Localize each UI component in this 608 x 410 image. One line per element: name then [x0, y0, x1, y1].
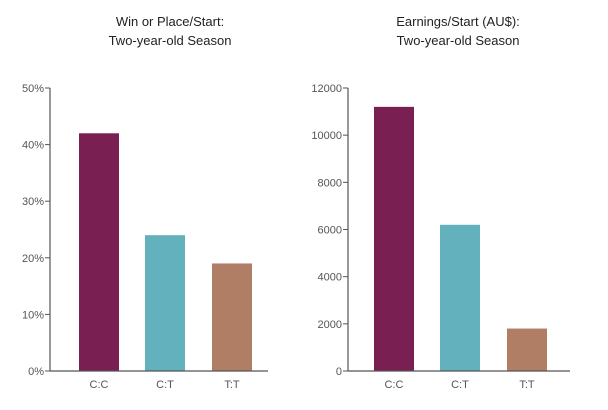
chart-title-line-1: Win or Place/Start:	[116, 14, 224, 29]
bars	[79, 133, 252, 371]
bar-c-c	[374, 106, 414, 371]
y-tick-label: 30%	[22, 196, 44, 208]
chart-title-line-1: Earnings/Start (AU$):	[396, 14, 520, 29]
y-axis-ticks: 0% 10% 20% 30% 40% 50%	[22, 83, 50, 378]
y-tick-label: 4000	[318, 272, 342, 284]
y-tick-label: 0%	[28, 366, 44, 378]
x-category-label: T:T	[224, 379, 240, 391]
bar-c-t	[440, 224, 480, 371]
y-tick-label: 50%	[22, 83, 44, 95]
y-tick-label: 8000	[318, 177, 342, 189]
bar-t-t	[212, 263, 252, 371]
x-axis-categories: C:C C:T T:T	[90, 379, 240, 391]
y-tick-label: 10%	[22, 309, 44, 321]
earnings-chart: Earnings/Start (AU$): Two-year-old Seaso…	[311, 14, 570, 391]
bar-c-t	[145, 235, 185, 371]
x-category-label: C:T	[156, 379, 174, 391]
y-tick-label: 20%	[22, 253, 44, 265]
y-tick-label: 0	[336, 366, 342, 378]
x-category-label: T:T	[519, 379, 535, 391]
y-tick-label: 6000	[318, 225, 342, 237]
x-category-label: C:C	[90, 379, 109, 391]
y-tick-label: 2000	[318, 319, 342, 331]
bar-c-c	[79, 133, 119, 371]
x-category-label: C:C	[385, 379, 404, 391]
y-tick-label: 10000	[311, 130, 342, 142]
bars	[374, 106, 547, 371]
chart-title-line-2: Two-year-old Season	[397, 33, 520, 48]
x-axis-categories: C:C C:T T:T	[385, 379, 535, 391]
bar-t-t	[507, 328, 547, 371]
win-place-chart: Win or Place/Start: Two-year-old Season …	[22, 14, 268, 391]
y-axis-ticks: 0 2000 4000 6000 8000 10000 12000	[311, 83, 348, 378]
y-tick-label: 40%	[22, 140, 44, 152]
x-category-label: C:T	[451, 379, 469, 391]
y-tick-label: 12000	[311, 83, 342, 95]
chart-title-line-2: Two-year-old Season	[109, 33, 232, 48]
